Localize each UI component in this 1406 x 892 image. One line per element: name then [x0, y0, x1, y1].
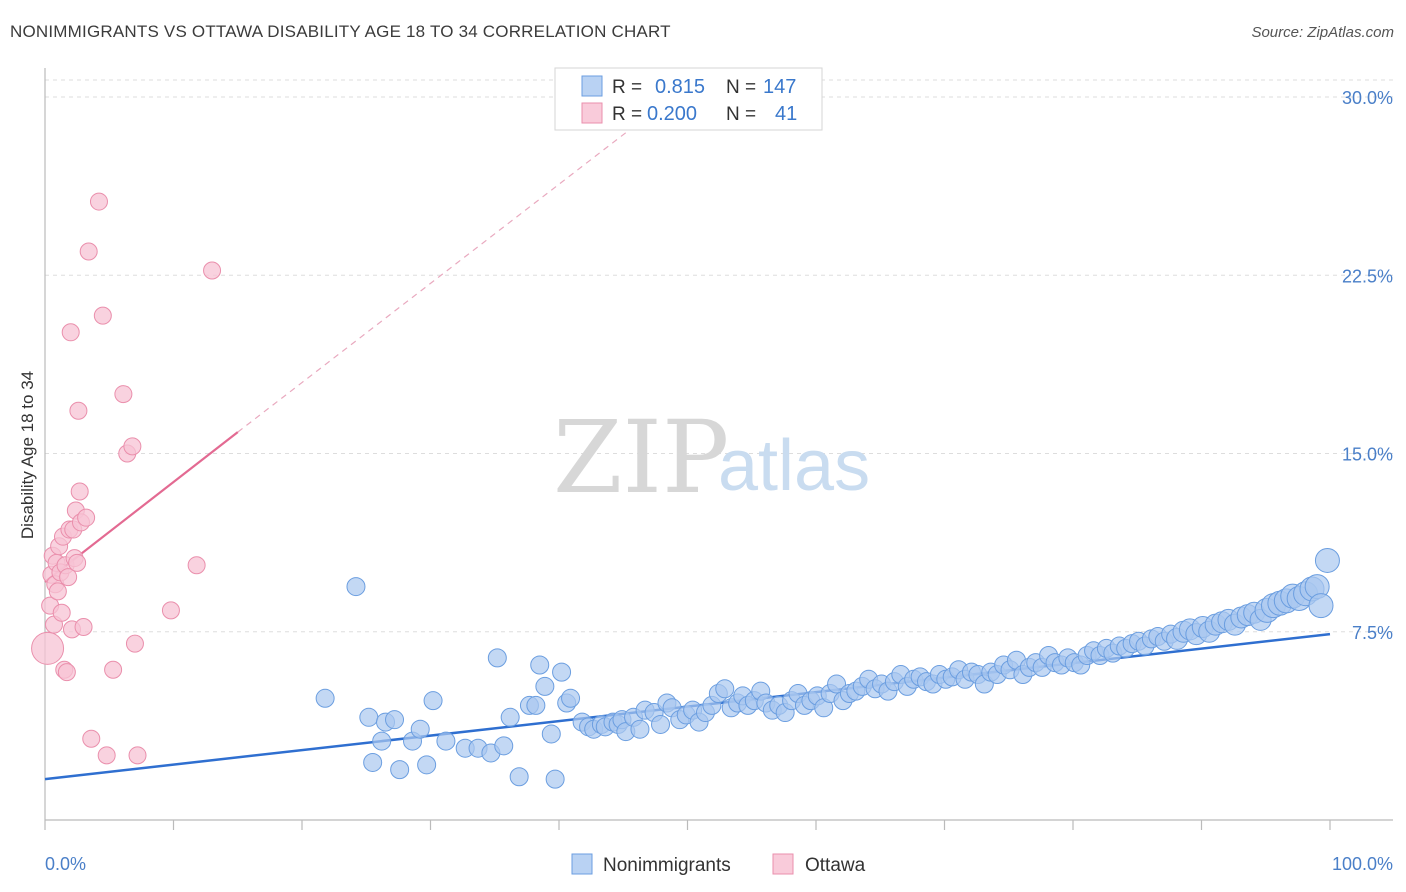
point-ottawa-29	[82, 729, 101, 748]
point-nonimmigrants-19	[509, 767, 529, 787]
legend-n-label-1: N =	[726, 77, 756, 98]
point-nonimmigrants-23	[535, 676, 555, 696]
bottom-legend-label-ottawa: Ottawa	[805, 855, 866, 876]
point-ottawa-14	[57, 663, 76, 682]
y-axis-label: Disability Age 18 to 34	[18, 371, 37, 539]
point-ottawa-27	[77, 508, 96, 527]
point-nonimmigrants-1	[346, 577, 366, 597]
point-ottawa-10	[52, 603, 71, 622]
point-nonimmigrants-0	[315, 688, 335, 708]
point-nonimmigrants-16	[487, 648, 507, 668]
point-ottawa-39	[161, 601, 180, 620]
chart-title: NONIMMIGRANTS VS OTTAWA DISABILITY AGE 1…	[10, 22, 671, 41]
legend-swatch-nonimmigrants	[581, 75, 603, 97]
point-ottawa-38	[128, 746, 147, 765]
point-nonimmigrants-21	[526, 695, 546, 715]
point-nonimmigrants-147	[1314, 547, 1340, 573]
bottom-legend-label-nonimmigrants: Nonimmigrants	[603, 855, 731, 876]
point-nonimmigrants-52	[715, 679, 735, 699]
point-ottawa-22	[68, 553, 87, 572]
point-ottawa-15	[59, 568, 78, 587]
legend-n-value-2: 41	[775, 103, 797, 125]
point-nonimmigrants-10	[417, 755, 437, 775]
point-nonimmigrants-70	[827, 674, 847, 694]
point-ottawa-23	[69, 401, 88, 420]
point-nonimmigrants-7	[390, 760, 410, 780]
point-nonimmigrants-4	[372, 731, 392, 751]
point-ottawa-0	[31, 631, 65, 665]
legend: R = 0.815 N = 147 R = 0.200 N = 41	[554, 67, 823, 131]
point-ottawa-33	[104, 660, 123, 679]
axes	[44, 68, 1393, 830]
point-nonimmigrants-22	[530, 655, 550, 675]
tick-labels: 7.5% 15.0% 22.5% 30.0% 0.0% 100.0%	[45, 88, 1393, 874]
y-tick-label-0: 7.5%	[1352, 623, 1393, 643]
point-ottawa-24	[70, 482, 89, 501]
source-label: Source: ZipAtlas.com	[1251, 24, 1394, 41]
legend-n-value-1: 147	[763, 76, 796, 98]
point-nonimmigrants-25	[545, 769, 565, 789]
point-nonimmigrants-18	[500, 707, 520, 727]
point-ottawa-34	[114, 385, 133, 404]
y-tick-label-3: 30.0%	[1342, 88, 1393, 108]
bottom-legend-swatch-nonimmigrants	[571, 853, 593, 875]
bottom-legend-swatch-ottawa	[772, 853, 794, 875]
watermark-zip: ZIP	[553, 399, 729, 516]
x-tick-label-max: 100.0%	[1332, 854, 1393, 874]
point-nonimmigrants-39	[630, 719, 650, 739]
point-nonimmigrants-42	[651, 714, 671, 734]
legend-r-label-2: R =	[612, 104, 642, 125]
trend-line-ottawa-extension	[237, 84, 688, 433]
bottom-legend: Nonimmigrants Ottawa	[571, 853, 866, 876]
point-nonimmigrants-17	[494, 736, 514, 756]
legend-r-value-1: 0.815	[655, 76, 705, 98]
point-ottawa-37	[125, 634, 144, 653]
grid-lines	[45, 79, 1393, 633]
legend-swatch-ottawa	[581, 102, 603, 124]
point-nonimmigrants-146	[1308, 593, 1334, 619]
point-ottawa-30	[89, 192, 108, 211]
point-ottawa-17	[61, 323, 80, 342]
x-tick-label-min: 0.0%	[45, 854, 86, 874]
legend-r-label-1: R =	[612, 77, 642, 98]
point-nonimmigrants-9	[410, 719, 430, 739]
y-tick-label-2: 22.5%	[1342, 266, 1393, 286]
point-ottawa-26	[74, 617, 93, 636]
point-nonimmigrants-28	[561, 688, 581, 708]
legend-r-value-2: 0.200	[647, 103, 697, 125]
point-nonimmigrants-3	[363, 752, 383, 772]
watermark-atlas: atlas	[718, 426, 870, 506]
point-ottawa-40	[187, 556, 206, 575]
point-nonimmigrants-2	[359, 707, 379, 727]
point-ottawa-28	[79, 242, 98, 261]
point-nonimmigrants-24	[541, 724, 561, 744]
point-nonimmigrants-26	[552, 662, 572, 682]
point-ottawa-32	[97, 746, 116, 765]
point-ottawa-7	[48, 582, 67, 601]
point-ottawa-36	[123, 437, 142, 456]
point-ottawa-41	[203, 261, 222, 280]
point-nonimmigrants-6	[385, 710, 405, 730]
data-points	[31, 192, 1340, 789]
legend-n-label-2: N =	[726, 104, 756, 125]
y-tick-label-1: 15.0%	[1342, 445, 1393, 465]
point-nonimmigrants-11	[423, 691, 443, 711]
point-nonimmigrants-12	[436, 731, 456, 751]
point-ottawa-31	[93, 306, 112, 325]
